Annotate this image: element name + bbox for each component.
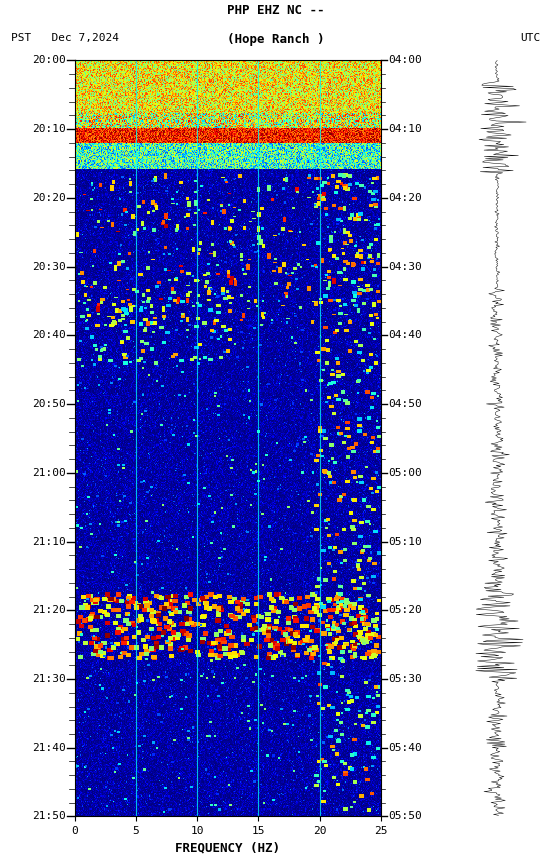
Text: 21:20: 21:20 [32, 606, 66, 615]
Text: 20:20: 20:20 [32, 193, 66, 203]
Text: 04:40: 04:40 [388, 330, 422, 340]
X-axis label: FREQUENCY (HZ): FREQUENCY (HZ) [175, 842, 280, 854]
Text: UTC: UTC [521, 33, 541, 42]
Text: 20:10: 20:10 [32, 124, 66, 134]
Text: 21:50: 21:50 [32, 811, 66, 822]
Text: 05:00: 05:00 [388, 467, 422, 478]
Text: 21:30: 21:30 [32, 674, 66, 684]
Text: 05:20: 05:20 [388, 606, 422, 615]
Text: PHP EHZ NC --: PHP EHZ NC -- [227, 4, 325, 17]
Text: 20:50: 20:50 [32, 399, 66, 410]
Text: 04:10: 04:10 [388, 124, 422, 134]
Text: (Hope Ranch ): (Hope Ranch ) [227, 33, 325, 46]
Text: 04:20: 04:20 [388, 193, 422, 203]
Text: 20:30: 20:30 [32, 262, 66, 271]
Text: 05:40: 05:40 [388, 743, 422, 753]
Text: 21:40: 21:40 [32, 743, 66, 753]
Text: 04:00: 04:00 [388, 55, 422, 66]
Text: 21:00: 21:00 [32, 467, 66, 478]
Text: 05:50: 05:50 [388, 811, 422, 822]
Text: 20:00: 20:00 [32, 55, 66, 66]
Text: 20:40: 20:40 [32, 330, 66, 340]
Text: 04:30: 04:30 [388, 262, 422, 271]
Text: PST   Dec 7,2024: PST Dec 7,2024 [11, 33, 119, 42]
Text: 21:10: 21:10 [32, 537, 66, 547]
Text: 05:30: 05:30 [388, 674, 422, 684]
Text: 04:50: 04:50 [388, 399, 422, 410]
Text: 05:10: 05:10 [388, 537, 422, 547]
